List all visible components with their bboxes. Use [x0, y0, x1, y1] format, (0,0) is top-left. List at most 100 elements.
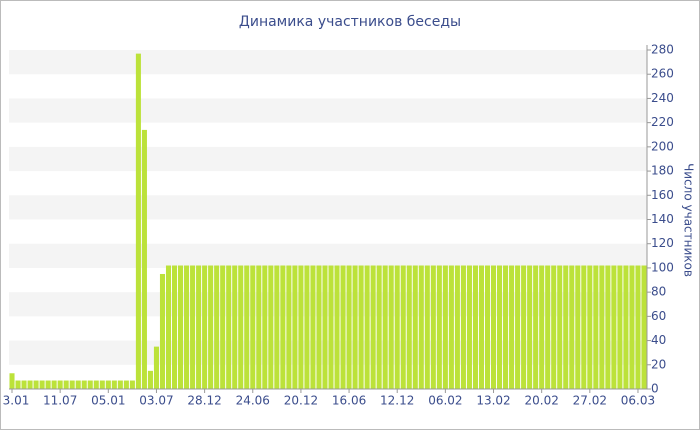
bar [178, 265, 184, 389]
bar [298, 265, 304, 389]
y-tick-label: 260 [651, 67, 674, 81]
y-tick-label: 180 [651, 164, 674, 178]
bar [171, 265, 178, 389]
bar [454, 265, 460, 389]
bar [304, 265, 310, 389]
bar [244, 265, 250, 389]
bar [442, 265, 448, 389]
bar [21, 380, 27, 389]
bar [551, 265, 557, 389]
bar [202, 265, 208, 389]
bar [51, 380, 57, 389]
x-tick-label: 28.12 [187, 394, 221, 408]
bar [135, 53, 141, 389]
x-tick-label: 20.02 [524, 394, 558, 408]
bar [75, 380, 81, 389]
bar [238, 265, 244, 389]
bar [545, 265, 551, 389]
bar [472, 265, 478, 389]
bar [105, 380, 111, 389]
y-tick-label: 20 [651, 357, 666, 371]
y-tick-label: 240 [651, 91, 674, 105]
bar [364, 265, 370, 389]
bar [184, 265, 190, 389]
bar [352, 265, 358, 389]
bar [226, 265, 232, 389]
bar [334, 265, 340, 389]
bar [232, 265, 238, 389]
y-tick-label: 160 [651, 188, 674, 202]
bar [87, 380, 93, 389]
bar [412, 265, 418, 389]
bar [400, 265, 406, 389]
bar [388, 265, 394, 389]
bar [190, 265, 196, 389]
bar [93, 380, 99, 389]
bar [256, 265, 262, 389]
x-tick-label: 13.02 [476, 394, 510, 408]
bar [286, 265, 292, 389]
bar [268, 265, 274, 389]
bar [123, 380, 129, 389]
bar [478, 265, 485, 389]
x-tick-label: 24.06 [236, 394, 270, 408]
y-tick-label: 200 [651, 139, 674, 153]
bar [497, 265, 503, 389]
bar [250, 265, 256, 389]
bar [382, 265, 388, 389]
bar [623, 265, 629, 389]
x-tick-label: 05.01 [91, 394, 125, 408]
y-tick-label: 80 [651, 285, 666, 299]
bar [214, 265, 220, 389]
x-tick-label: 27.02 [573, 394, 607, 408]
bar [515, 265, 521, 389]
bar [484, 265, 491, 389]
bar [99, 380, 105, 389]
bar [635, 265, 641, 389]
bar [509, 265, 515, 389]
bar [292, 265, 298, 389]
bar [394, 265, 400, 389]
y-tick-label: 120 [651, 236, 674, 250]
bar [587, 265, 593, 389]
bar [27, 380, 33, 389]
bar [147, 370, 153, 389]
bar [593, 265, 599, 389]
bar [153, 346, 159, 389]
x-tick-label: 20.12 [284, 394, 318, 408]
bar [358, 265, 364, 389]
bar [406, 265, 412, 389]
bar [262, 265, 268, 389]
x-tick-label: 12.12 [380, 394, 414, 408]
bar [159, 273, 166, 389]
bar [569, 265, 575, 389]
y-tick-label: 100 [651, 260, 674, 274]
x-tick-label: 11.07 [43, 394, 77, 408]
bar [15, 380, 21, 389]
bar [117, 380, 123, 389]
bar [460, 265, 466, 389]
bar [346, 265, 352, 389]
bar [111, 380, 117, 389]
bar [370, 265, 376, 389]
bar [581, 265, 587, 389]
y-tick-label: 60 [651, 309, 666, 323]
bar [617, 265, 623, 389]
bar [57, 380, 63, 389]
bar [280, 265, 286, 389]
bar [196, 265, 202, 389]
bar [611, 265, 617, 389]
bar [39, 380, 45, 389]
bar [322, 265, 328, 389]
y-tick-label: 280 [651, 43, 674, 57]
y-tick-label: 0 [651, 382, 659, 396]
grid-band [9, 146, 647, 172]
grid-band [9, 195, 647, 220]
x-tick-label: 06.02 [428, 394, 462, 408]
x-tick-label: 06.03 [621, 394, 655, 408]
bar [629, 265, 635, 389]
bar [605, 265, 611, 389]
x-tick-label: 3.01 [3, 394, 30, 408]
bar [129, 380, 135, 389]
